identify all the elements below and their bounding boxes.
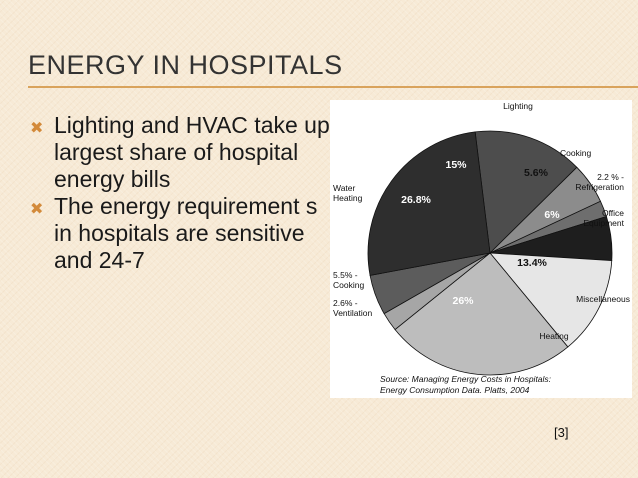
- pie-value-label: 6%: [544, 209, 560, 221]
- bullet-text: The energy requirement s in hospitals ar…: [54, 193, 318, 273]
- pie-value-label: 5.6%: [524, 167, 549, 179]
- slide-title: ENERGY IN HOSPITALS: [28, 50, 343, 80]
- bullet-item: ✖ The energy requirement s in hospitals …: [30, 193, 330, 274]
- pie-slice: [367, 131, 491, 276]
- pie-category-label: Miscellaneous: [576, 294, 630, 304]
- chart-source-note: Energy Consumption Data. Platts, 2004: [380, 385, 530, 395]
- pie-category-label: Water Heating: [333, 183, 363, 203]
- reference-marker: [3]: [554, 425, 569, 440]
- pie-category-label: 5.5% -Cooking: [333, 270, 364, 290]
- bullet-text: Lighting and HVAC take up largest share …: [54, 112, 330, 192]
- pie-chart: 15% 5.6% 6% 13.4% 26% 26.8% Lighting Cooking 2.2…: [333, 101, 630, 395]
- pie-category-label: Office Equipment: [583, 208, 624, 228]
- pie-category-label: 2.2 % -Refrigeration: [575, 172, 624, 192]
- pie-value-label: 13.4%: [517, 257, 547, 269]
- pie-category-label: Lighting: [503, 101, 533, 111]
- pie-chart-panel: 15% 5.6% 6% 13.4% 26% 26.8% Lighting Cooking 2.2…: [330, 100, 632, 398]
- pie-value-label: 26%: [452, 295, 474, 307]
- bullet-list: ✖ Lighting and HVAC take up largest shar…: [30, 112, 330, 274]
- pie-slice: [474, 130, 578, 254]
- pie-category-label: 2.6% -Ventilation: [333, 298, 372, 318]
- bullet-x-icon: ✖: [30, 201, 44, 218]
- bullet-item: ✖ Lighting and HVAC take up largest shar…: [30, 112, 330, 193]
- bullet-x-icon: ✖: [30, 120, 44, 137]
- pie-value-label: 26.8%: [401, 194, 431, 206]
- pie-slice: [489, 252, 613, 348]
- pie-slice: [394, 252, 569, 376]
- title-divider: [28, 86, 638, 88]
- pie-category-label: Heating: [539, 331, 569, 341]
- pie-value-label: 15%: [445, 159, 467, 171]
- pie-category-label: Cooking: [560, 148, 591, 158]
- chart-source-note: Source: Managing Energy Costs in Hospita…: [380, 374, 552, 384]
